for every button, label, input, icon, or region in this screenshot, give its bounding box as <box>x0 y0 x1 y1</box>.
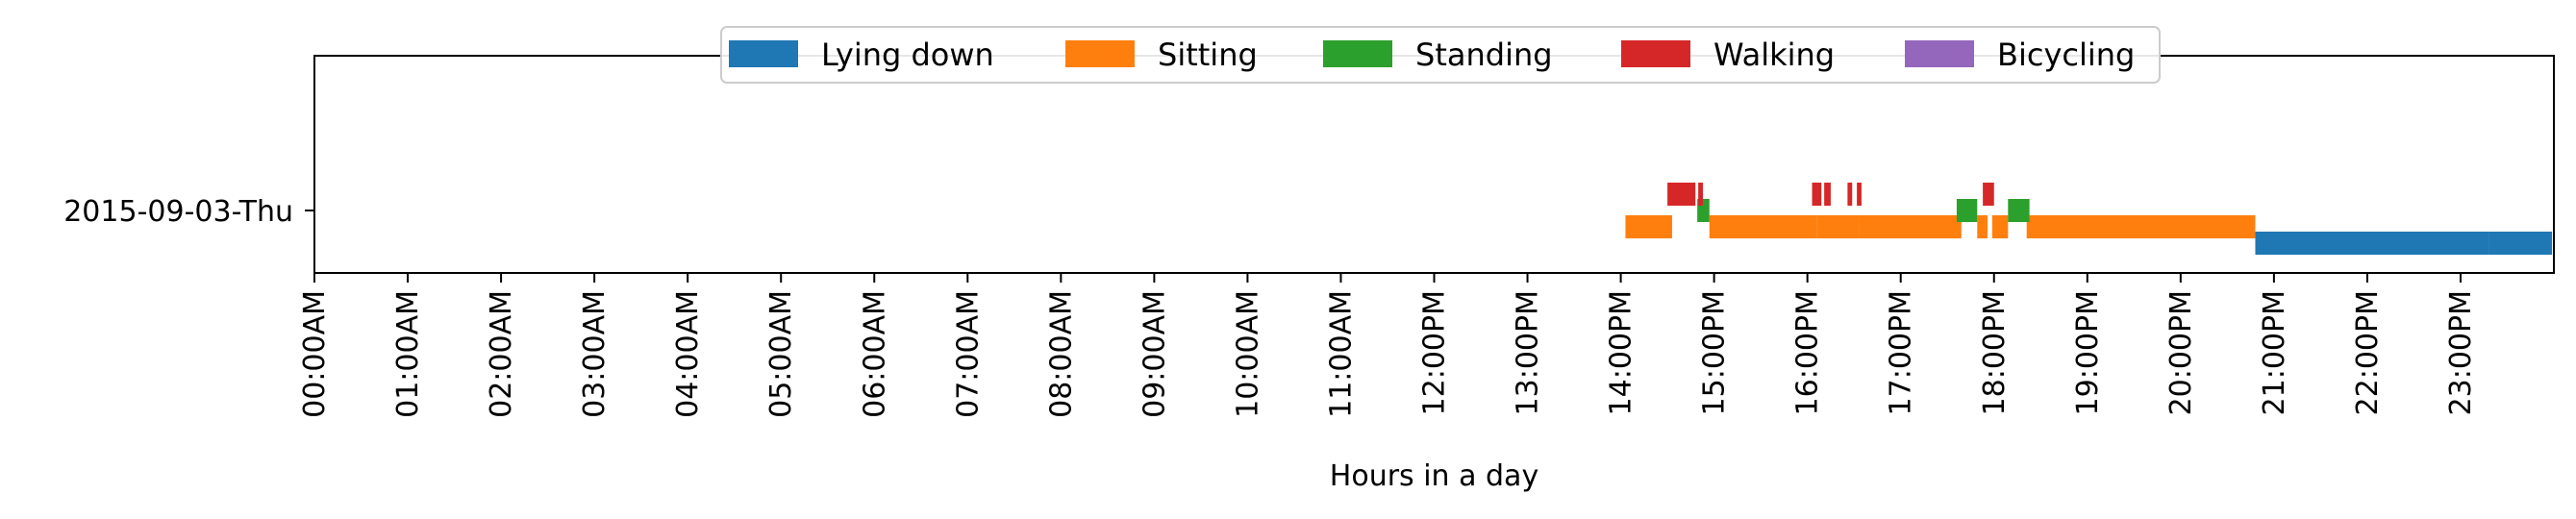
legend-label-walking: Walking <box>1713 37 1835 73</box>
legend-swatch-bicycling <box>1905 40 1974 67</box>
x-tick-label: 05:00AM <box>764 290 798 418</box>
x-tick-label: 17:00PM <box>1885 290 1918 415</box>
x-tick-label: 06:00AM <box>858 290 891 418</box>
x-tick-label: 12:00PM <box>1418 290 1452 415</box>
x-tick-label: 16:00PM <box>1791 290 1825 415</box>
bar-lying-down <box>2488 232 2553 255</box>
x-tick-label: 10:00AM <box>1231 290 1264 418</box>
bar-sitting <box>1991 215 2009 238</box>
bar-sitting <box>1709 215 1817 238</box>
x-tick-label: 19:00PM <box>2071 290 2105 415</box>
x-tick-label: 09:00AM <box>1138 290 1171 418</box>
x-tick-label: 04:00AM <box>671 290 705 418</box>
x-tick-label: 23:00PM <box>2444 290 2478 415</box>
bar-sitting <box>1816 215 1860 238</box>
legend-swatch-lying-down <box>729 40 798 67</box>
bar-walking <box>1698 183 1703 206</box>
x-tick-label: 18:00PM <box>1978 290 2012 415</box>
x-tick-label: 15:00PM <box>1698 290 1732 415</box>
x-tick-label: 11:00AM <box>1324 290 1358 418</box>
bar-walking <box>1983 183 1994 206</box>
legend-label-lying-down: Lying down <box>821 37 994 73</box>
legend-swatch-standing <box>1323 40 1392 67</box>
x-tick-label: 03:00AM <box>578 290 612 418</box>
bar-lying-down <box>2255 232 2489 255</box>
bar-walking <box>1847 183 1853 206</box>
x-tick-label: 08:00AM <box>1044 290 1078 418</box>
bar-sitting <box>1625 215 1672 238</box>
legend-swatch-sitting <box>1065 40 1135 67</box>
bar-sitting <box>2026 215 2256 238</box>
x-tick-label: 21:00PM <box>2258 290 2291 415</box>
legend-swatch-walking <box>1621 40 1690 67</box>
legend-label-sitting: Sitting <box>1158 37 1258 73</box>
x-tick-label: 07:00AM <box>951 290 985 418</box>
x-tick-label: 22:00PM <box>2351 290 2385 415</box>
x-axis-title: Hours in a day <box>1330 459 1538 493</box>
x-tick-label: 14:00PM <box>1605 290 1638 415</box>
x-tick-label: 02:00AM <box>485 290 518 418</box>
bar-walking <box>1667 183 1696 206</box>
bar-walking <box>1812 183 1822 206</box>
x-tick-label: 00:00AM <box>298 290 332 418</box>
x-tick-label: 13:00PM <box>1512 290 1545 415</box>
legend-label-bicycling: Bicycling <box>1997 37 2135 73</box>
bar-walking <box>1824 183 1831 206</box>
bar-sitting <box>1859 215 1962 238</box>
bar-walking <box>1857 183 1862 206</box>
bar-sitting <box>1977 215 1988 238</box>
x-tick-label: 01:00AM <box>391 290 425 418</box>
bar-standing <box>1956 199 1978 222</box>
y-tick-label: 2015-09-03-Thu <box>63 195 293 229</box>
x-tick-label: 20:00PM <box>2164 290 2198 415</box>
legend-label-standing: Standing <box>1415 37 1553 73</box>
bar-standing <box>2008 199 2030 222</box>
plot-frame <box>313 55 2555 274</box>
